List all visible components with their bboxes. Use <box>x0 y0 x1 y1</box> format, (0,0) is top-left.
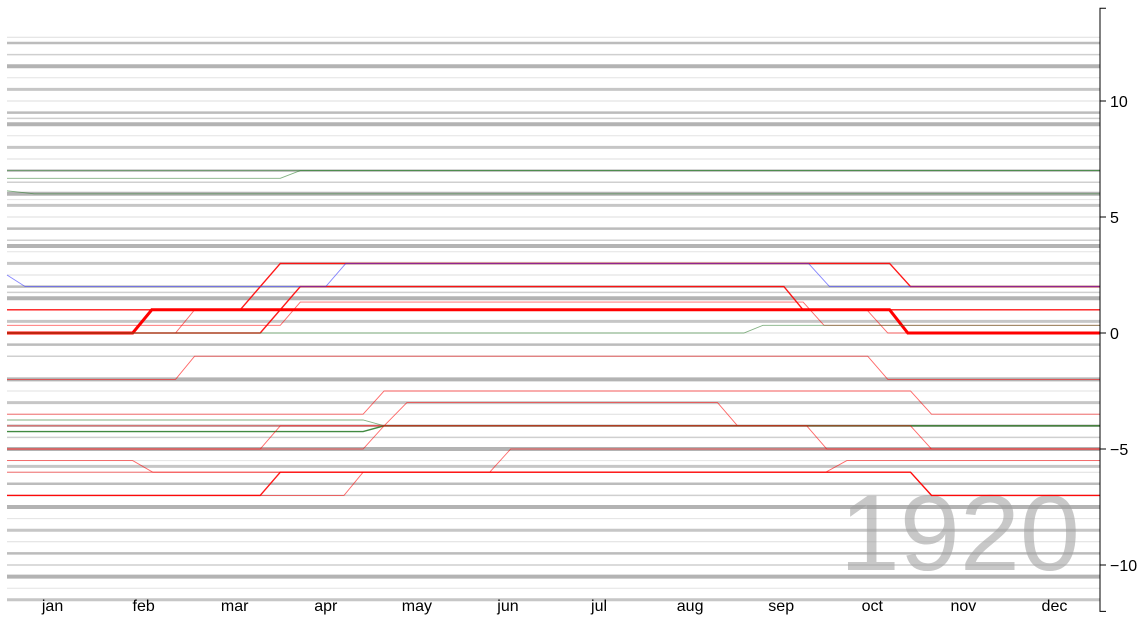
series-line <box>7 471 1100 496</box>
y-axis: 10 5 0 −5 −10 <box>1099 7 1137 612</box>
month-label: oct <box>862 598 884 615</box>
y-tick-label: 5 <box>1110 210 1119 227</box>
year-annotation: 1920 <box>840 472 1080 593</box>
series-line <box>6 262 1100 288</box>
month-label: apr <box>314 598 338 615</box>
month-label: nov <box>950 598 976 615</box>
series-line <box>6 190 1100 195</box>
series-line <box>7 448 1100 473</box>
month-label: jun <box>496 598 518 615</box>
x-axis-labels: jan feb mar apr may jun jul aug sep oct nov dec <box>41 598 1067 615</box>
y-tick-label: −10 <box>1110 558 1137 575</box>
month-label: may <box>402 598 432 615</box>
month-label: jan <box>41 598 63 615</box>
y-tick-label: 0 <box>1110 326 1119 343</box>
axis-line <box>1099 7 1106 612</box>
month-label: dec <box>1042 598 1068 615</box>
y-tick-label: 10 <box>1110 94 1128 111</box>
month-label: mar <box>221 598 249 615</box>
series-line <box>7 355 1100 380</box>
month-label: sep <box>768 598 794 615</box>
background-offset-lines <box>7 36 1100 602</box>
month-label: aug <box>677 598 704 615</box>
series-group <box>6 170 1100 497</box>
series-line <box>7 324 1100 334</box>
y-tick-label: −5 <box>1110 442 1128 459</box>
month-label: feb <box>133 598 155 615</box>
series-line <box>7 390 1100 415</box>
month-label: jul <box>590 598 607 615</box>
